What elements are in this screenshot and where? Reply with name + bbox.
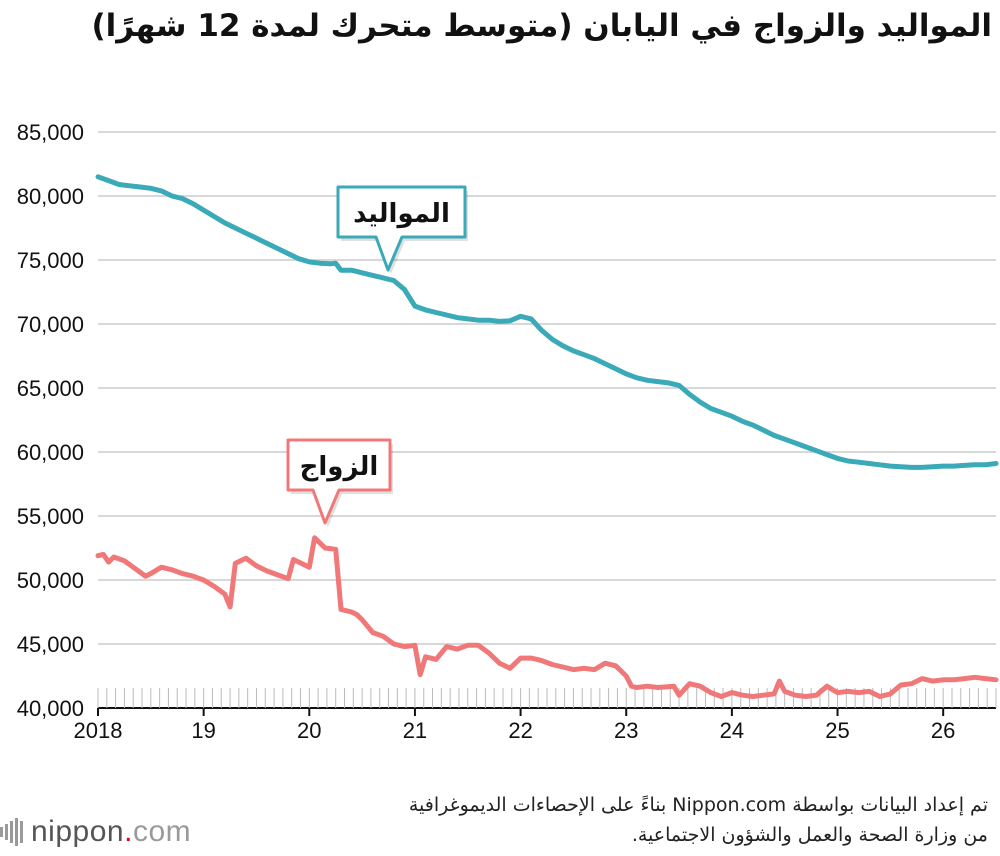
x-tick-label: 20: [297, 718, 321, 743]
logo-bars-icon: [0, 818, 23, 846]
y-tick-label: 45,000: [17, 632, 84, 657]
x-tick-label: 23: [614, 718, 638, 743]
y-tick-label: 65,000: [17, 376, 84, 401]
series-label: الزواج: [300, 452, 379, 482]
y-axis-ticks: 40,000 45,000 50,000 55,000 60,000 65,000 70,0…: [17, 120, 84, 721]
callout-births: المواليد: [336, 185, 468, 274]
x-axis-ticks: 2018 19 20 21 22 23 24 25 26: [74, 688, 997, 743]
chart-title: المواليد والزواج في اليابان (متوسط متحرك…: [91, 8, 993, 44]
series-label: المواليد: [353, 199, 450, 229]
nippon-logo: nippon.com: [0, 812, 191, 852]
line-chart: 40,000 45,000 50,000 55,000 60,000 65,000 70,0…: [17, 120, 999, 743]
series-callouts: المواليد الزواج: [286, 185, 468, 527]
y-tick-label: 85,000: [17, 120, 84, 145]
y-tick-label: 50,000: [17, 568, 84, 593]
x-tick-label: 21: [403, 718, 427, 743]
series-lines: [95, 174, 999, 699]
x-tick-label: 2018: [74, 718, 123, 743]
logo-wordmark: nippon.com: [31, 815, 192, 848]
y-tick-label: 70,000: [17, 312, 84, 337]
x-tick-label: 24: [720, 718, 744, 743]
callout-marriages: الزواج: [286, 438, 393, 527]
source-note: تم إعداد البيانات بواسطة Nippon.com بناء…: [228, 790, 988, 850]
gridlines: [98, 131, 996, 645]
x-tick-label: 19: [191, 718, 215, 743]
series-line-births: [95, 174, 999, 470]
y-tick-label: 40,000: [17, 696, 84, 721]
x-tick-label: 25: [825, 718, 849, 743]
x-tick-label: 22: [508, 718, 532, 743]
source-note-line-2: من وزارة الصحة والعمل والشؤون الاجتماعية…: [631, 824, 988, 846]
y-tick-label: 60,000: [17, 440, 84, 465]
y-tick-label: 80,000: [17, 184, 84, 209]
source-note-line-1: تم إعداد البيانات بواسطة Nippon.com بناء…: [408, 794, 988, 816]
y-tick-label: 75,000: [17, 248, 84, 273]
x-tick-label: 26: [931, 718, 955, 743]
series-line-marriages: [95, 535, 999, 699]
y-tick-label: 55,000: [17, 504, 84, 529]
